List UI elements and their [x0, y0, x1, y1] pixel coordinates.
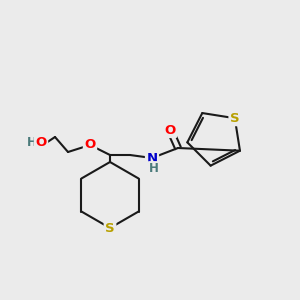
- Text: O: O: [164, 124, 175, 136]
- Text: O: O: [35, 136, 46, 149]
- Text: O: O: [84, 139, 96, 152]
- Text: H: H: [149, 163, 159, 176]
- Text: N: N: [146, 152, 158, 164]
- Text: S: S: [105, 221, 115, 235]
- Text: S: S: [230, 112, 240, 125]
- Text: H: H: [27, 136, 37, 149]
